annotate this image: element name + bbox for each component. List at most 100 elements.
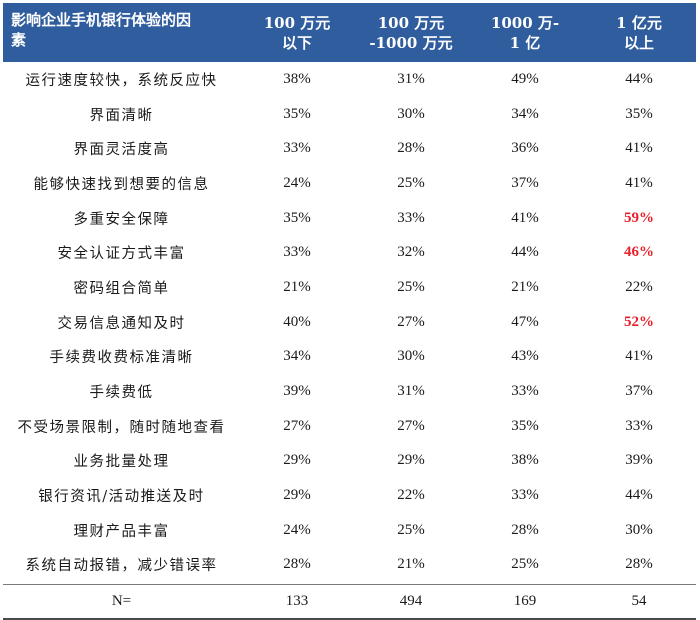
factor-label: 银行资讯/活动推送及时 bbox=[38, 489, 205, 506]
table-row: 界面清晰 35% 30% 34% 35% bbox=[3, 97, 696, 132]
percent-cell: 32% bbox=[397, 244, 425, 261]
percent-cell: 41% bbox=[625, 140, 653, 157]
table-row: 银行资讯/活动推送及时 29% 22% 33% 44% bbox=[3, 478, 696, 513]
percent-cell: 33% bbox=[283, 244, 311, 261]
footer-value: 54 bbox=[631, 593, 647, 610]
percent-cell: 28% bbox=[397, 140, 425, 157]
percent-cell: 28% bbox=[283, 556, 311, 573]
survey-table: 影响企业手机银行体验的因 素 100 万元 以下 100 万元 -1000 万元… bbox=[3, 3, 696, 620]
factor-label: 理财产品丰富 bbox=[73, 523, 170, 540]
percent-cell: 36% bbox=[511, 140, 539, 157]
percent-cell: 49% bbox=[511, 70, 539, 87]
table-row: 手续费低 39% 31% 33% 37% bbox=[3, 374, 696, 409]
percent-cell: 41% bbox=[625, 348, 653, 365]
percent-cell: 47% bbox=[511, 313, 539, 330]
factor-label: 运行速度较快，系统反应快 bbox=[25, 72, 218, 89]
table-row: 系统自动报错，减少错误率 28% 21% 25% 28% bbox=[3, 548, 696, 583]
header-factor: 影响企业手机银行体验的因 素 bbox=[3, 3, 240, 62]
percent-cell: 33% bbox=[397, 209, 425, 226]
percent-cell: 25% bbox=[397, 521, 425, 538]
factor-label: 交易信息通知及时 bbox=[57, 315, 186, 332]
percent-cell: 41% bbox=[511, 209, 539, 226]
table-row: 手续费收费标准清晰 34% 30% 43% 41% bbox=[3, 340, 696, 375]
percent-cell: 52% bbox=[624, 313, 654, 330]
percent-cell: 25% bbox=[511, 556, 539, 573]
percent-cell: 21% bbox=[511, 278, 539, 295]
percent-cell: 34% bbox=[511, 105, 539, 122]
percent-cell: 21% bbox=[397, 556, 425, 573]
header-col-1-line1: 100 万元 bbox=[263, 13, 331, 32]
percent-cell: 39% bbox=[625, 452, 653, 469]
table-row: 密码组合简单 21% 25% 21% 22% bbox=[3, 270, 696, 305]
table-row: 不受场景限制，随时随地查看 27% 27% 35% 33% bbox=[3, 409, 696, 444]
factor-label: 界面灵活度高 bbox=[73, 142, 170, 159]
percent-cell: 46% bbox=[624, 244, 654, 261]
percent-cell: 37% bbox=[511, 174, 539, 191]
factor-label: 密码组合简单 bbox=[73, 280, 170, 297]
factor-label: 界面清晰 bbox=[89, 107, 154, 124]
footer-value: 494 bbox=[399, 593, 423, 610]
percent-cell: 59% bbox=[624, 209, 654, 226]
header-col-1: 100 万元 以下 bbox=[240, 3, 354, 62]
table-row: 交易信息通知及时 40% 27% 47% 52% bbox=[3, 305, 696, 340]
header-col-4-line1: 1 亿元 bbox=[616, 13, 662, 32]
percent-cell: 35% bbox=[625, 105, 653, 122]
factor-label: 系统自动报错，减少错误率 bbox=[25, 558, 218, 575]
percent-cell: 44% bbox=[511, 244, 539, 261]
percent-cell: 44% bbox=[625, 70, 653, 87]
header-col-2: 100 万元 -1000 万元 bbox=[354, 3, 468, 62]
percent-cell: 30% bbox=[625, 521, 653, 538]
percent-cell: 35% bbox=[511, 417, 539, 434]
percent-cell: 44% bbox=[625, 487, 653, 504]
header-col-2-line1: 100 万元 bbox=[377, 13, 445, 32]
table-row: 安全认证方式丰富 33% 32% 44% 46% bbox=[3, 235, 696, 270]
header-col-2-line2: -1000 万元 bbox=[369, 33, 453, 52]
table-footer: N= 133 494 169 54 bbox=[3, 585, 696, 618]
percent-cell: 29% bbox=[283, 487, 311, 504]
percent-cell: 25% bbox=[397, 278, 425, 295]
percent-cell: 24% bbox=[283, 521, 311, 538]
percent-cell: 25% bbox=[397, 174, 425, 191]
factor-label: 手续费收费标准清晰 bbox=[49, 350, 194, 367]
factor-label: 多重安全保障 bbox=[73, 211, 170, 228]
percent-cell: 24% bbox=[283, 174, 311, 191]
header-factor-line2: 素 bbox=[11, 31, 27, 49]
footer-value: 133 bbox=[285, 593, 309, 610]
percent-cell: 22% bbox=[397, 487, 425, 504]
table-row: 运行速度较快，系统反应快 38% 31% 49% 44% bbox=[3, 62, 696, 97]
percent-cell: 27% bbox=[397, 417, 425, 434]
percent-cell: 27% bbox=[283, 417, 311, 434]
table-row: 业务批量处理 29% 29% 38% 39% bbox=[3, 444, 696, 479]
percent-cell: 33% bbox=[283, 140, 311, 157]
header-col-3: 1000 万- 1 亿 bbox=[468, 3, 582, 62]
header-col-1-line2: 以下 bbox=[281, 33, 312, 52]
percent-cell: 21% bbox=[283, 278, 311, 295]
percent-cell: 27% bbox=[397, 313, 425, 330]
percent-cell: 28% bbox=[511, 521, 539, 538]
percent-cell: 29% bbox=[283, 452, 311, 469]
percent-cell: 37% bbox=[625, 383, 653, 400]
percent-cell: 31% bbox=[397, 70, 425, 87]
percent-cell: 34% bbox=[283, 348, 311, 365]
percent-cell: 33% bbox=[511, 487, 539, 504]
table-row: 界面灵活度高 33% 28% 36% 41% bbox=[3, 131, 696, 166]
percent-cell: 35% bbox=[283, 209, 311, 226]
percent-cell: 40% bbox=[283, 313, 311, 330]
percent-cell: 43% bbox=[511, 348, 539, 365]
table-row: 能够快速找到想要的信息 24% 25% 37% 41% bbox=[3, 166, 696, 201]
header-col-3-line1: 1000 万- bbox=[490, 13, 560, 32]
percent-cell: 38% bbox=[283, 70, 311, 87]
table-body: 运行速度较快，系统反应快 38% 31% 49% 44% 界面清晰 35% 30% 34% 35%… bbox=[3, 62, 696, 582]
footer-label: N= bbox=[111, 593, 132, 610]
footer-divider bbox=[3, 584, 696, 586]
header-factor-line1: 影响企业手机银行体验的因 bbox=[11, 11, 192, 29]
factor-label: 能够快速找到想要的信息 bbox=[33, 176, 210, 193]
table-row: 多重安全保障 35% 33% 41% 59% bbox=[3, 201, 696, 236]
percent-cell: 33% bbox=[511, 383, 539, 400]
header-col-3-line2: 1 亿 bbox=[509, 33, 541, 52]
table-header: 影响企业手机银行体验的因 素 100 万元 以下 100 万元 -1000 万元… bbox=[3, 3, 696, 62]
percent-cell: 31% bbox=[397, 383, 425, 400]
percent-cell: 30% bbox=[397, 105, 425, 122]
percent-cell: 39% bbox=[283, 383, 311, 400]
factor-label: 手续费低 bbox=[89, 385, 154, 402]
